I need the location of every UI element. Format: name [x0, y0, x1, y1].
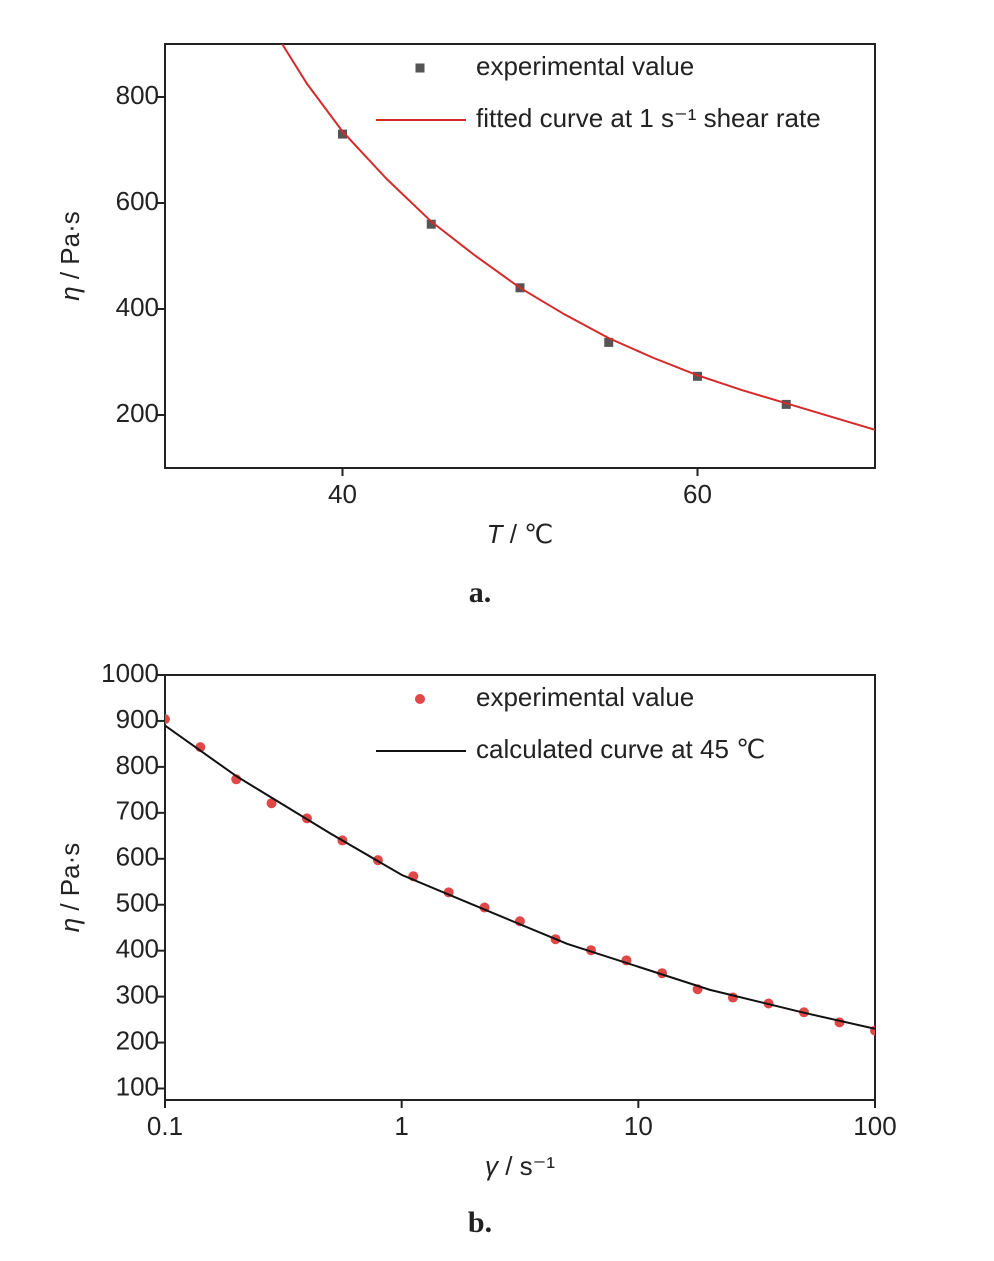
y-tick-label: 200 — [116, 398, 159, 428]
x-axis-label: γ / s⁻¹ — [485, 1151, 555, 1181]
y-tick-label: 1000 — [101, 658, 159, 688]
caption: a. — [469, 576, 492, 609]
plot-frame — [164, 43, 876, 469]
legend-marker — [415, 694, 425, 704]
x-tick-label: 0.1 — [147, 1111, 183, 1141]
curve — [165, 724, 875, 1030]
y-tick-label: 700 — [116, 796, 159, 826]
y-axis-label: η / Pa·s — [55, 211, 85, 301]
y-tick-label: 800 — [116, 80, 159, 110]
y-tick-label: 400 — [116, 934, 159, 964]
point — [693, 371, 702, 381]
legend-label: fitted curve at 1 s⁻¹ shear rate — [476, 103, 821, 133]
legend-label: experimental value — [476, 51, 694, 81]
y-tick-label: 600 — [116, 842, 159, 872]
x-axis-label: T / ℃ — [487, 519, 554, 549]
x-tick-label: 1 — [394, 1111, 408, 1141]
series — [338, 129, 791, 409]
point — [604, 337, 614, 347]
x-tick-label: 60 — [683, 479, 712, 509]
series — [165, 724, 875, 1030]
y-tick-label: 100 — [116, 1071, 159, 1101]
point — [165, 714, 170, 725]
plot-frame — [164, 674, 876, 1101]
y-tick-label: 900 — [116, 704, 159, 734]
y-tick-label: 800 — [116, 750, 159, 780]
caption: b. — [468, 1206, 492, 1239]
x-tick-label: 100 — [853, 1111, 896, 1141]
y-axis-label: η / Pa·s — [55, 843, 85, 933]
y-tick-label: 600 — [116, 186, 159, 216]
point — [338, 129, 347, 139]
x-tick-label: 10 — [624, 1111, 653, 1141]
point — [426, 219, 436, 229]
y-tick-label: 300 — [116, 979, 159, 1009]
legend-label: calculated curve at 45 ℃ — [476, 734, 765, 764]
x-tick-label: 40 — [328, 479, 357, 509]
y-tick-label: 400 — [116, 292, 159, 322]
point — [781, 399, 791, 409]
y-tick-label: 200 — [116, 1025, 159, 1055]
point — [266, 798, 277, 809]
curve — [281, 44, 875, 431]
legend-label: experimental value — [476, 682, 694, 712]
series — [281, 44, 875, 431]
y-tick-label: 500 — [116, 888, 159, 918]
legend-marker — [415, 63, 425, 73]
